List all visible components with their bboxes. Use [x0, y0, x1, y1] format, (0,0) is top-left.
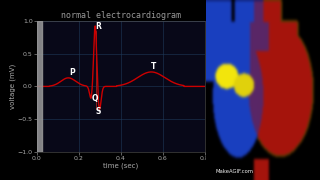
Y-axis label: voltage (mV): voltage (mV) — [10, 64, 16, 109]
Title: normal electrocardiogram: normal electrocardiogram — [61, 11, 181, 20]
X-axis label: time (sec): time (sec) — [103, 163, 139, 169]
Text: R: R — [95, 22, 101, 31]
Text: MakeAGIF.com: MakeAGIF.com — [215, 169, 253, 174]
Text: P: P — [69, 68, 75, 77]
Text: Q: Q — [92, 94, 98, 103]
Text: S: S — [95, 107, 100, 116]
Bar — [37, 21, 42, 152]
Text: T: T — [151, 62, 156, 71]
